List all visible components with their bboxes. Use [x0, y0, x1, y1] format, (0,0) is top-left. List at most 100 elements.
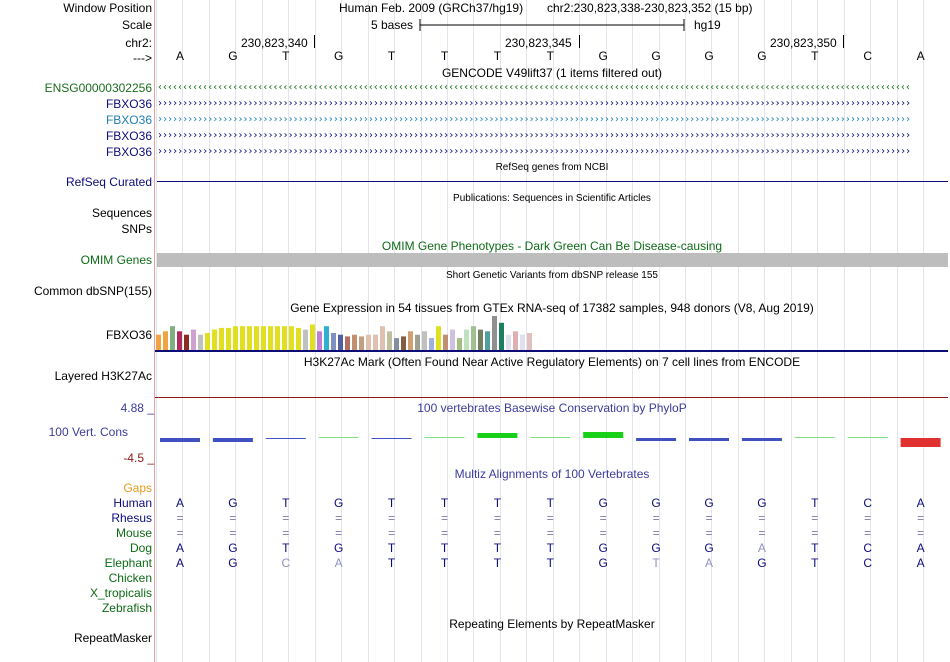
gtex-tissue-bar[interactable] — [352, 334, 357, 350]
gtex-tissue-bar[interactable] — [429, 338, 434, 350]
gtex-tissue-bar[interactable] — [387, 331, 392, 350]
publications-title[interactable]: Publications: Sequences in Scientific Ar… — [453, 193, 651, 204]
multiz-base: A — [704, 556, 713, 570]
cons-label[interactable]: 100 Vert. Cons — [48, 425, 128, 439]
gtex-tissue-bar[interactable] — [303, 329, 308, 350]
omim-gene-bar[interactable] — [157, 253, 948, 267]
gtex-title[interactable]: Gene Expression in 54 tissues from GTEx … — [290, 301, 814, 315]
refseq-label[interactable]: RefSeq Curated — [65, 175, 152, 189]
gtex-tissue-bar[interactable] — [156, 334, 161, 350]
gtex-tissue-bar[interactable] — [443, 334, 448, 350]
gtex-tissue-bar[interactable] — [310, 324, 315, 351]
gtex-tissue-bar[interactable] — [282, 326, 287, 350]
gtex-tissue-bar[interactable] — [457, 338, 462, 350]
cons-graph[interactable] — [155, 415, 950, 465]
gtex-tissue-bar[interactable] — [464, 329, 469, 350]
gtex-tissue-bar[interactable] — [331, 333, 336, 350]
gtex-tissue-bar[interactable] — [212, 329, 217, 350]
cons-title[interactable]: 100 vertebrates Basewise Conservation by… — [417, 401, 687, 415]
multiz-species-label[interactable]: Mouse — [115, 526, 152, 540]
gtex-tissue-bar[interactable] — [401, 336, 406, 350]
gtex-tissue-bar[interactable] — [240, 326, 245, 350]
gencode-transcript-line[interactable]: ››››››››››››››››››››››››››››››››››››››››… — [157, 115, 911, 125]
gtex-tissue-bar[interactable] — [254, 326, 259, 350]
gencode-item-label[interactable]: FBXO36 — [105, 113, 152, 127]
gencode-item-label[interactable]: FBXO36 — [105, 129, 152, 143]
gtex-label[interactable]: FBXO36 — [105, 328, 152, 342]
gencode-transcript-line[interactable]: ››››››››››››››››››››››››››››››››››››››››… — [157, 147, 911, 157]
gtex-tissue-bar[interactable] — [219, 327, 224, 350]
gencode-transcript-line[interactable]: ››››››››››››››››››››››››››››››››››››››››… — [157, 131, 911, 141]
gtex-tissue-bar[interactable] — [163, 331, 168, 350]
gtex-tissue-bar[interactable] — [296, 327, 301, 350]
gtex-tissue-bar[interactable] — [338, 334, 343, 350]
gencode-item-label[interactable]: FBXO36 — [105, 145, 152, 159]
gtex-tissue-bar[interactable] — [233, 326, 238, 350]
gtex-tissue-bar[interactable] — [191, 329, 196, 350]
multiz-species-label[interactable]: Rhesus — [111, 511, 152, 525]
gtex-tissue-bar[interactable] — [394, 338, 399, 350]
multiz-species-label[interactable]: Zebrafish — [101, 601, 152, 615]
gtex-tissue-bar[interactable] — [324, 326, 329, 350]
assembly-title[interactable]: Human Feb. 2009 (GRCh37/hg19) — [339, 1, 524, 15]
gtex-tissue-bar[interactable] — [317, 331, 322, 350]
gtex-tissue-bar[interactable] — [492, 316, 497, 350]
gtex-tissue-bar[interactable] — [527, 333, 532, 350]
repeatmasker-title[interactable]: Repeating Elements by RepeatMasker — [449, 617, 655, 631]
refseq-gene-line[interactable] — [157, 181, 948, 182]
gtex-tissue-bar[interactable] — [506, 334, 511, 350]
multiz-gaps-label[interactable]: Gaps — [123, 481, 152, 495]
gtex-tissue-bar[interactable] — [275, 326, 280, 350]
multiz-species-label[interactable]: Human — [113, 496, 152, 510]
gtex-tissue-bar[interactable] — [366, 334, 371, 350]
multiz-species-label[interactable]: Chicken — [108, 571, 152, 585]
gtex-tissue-bar[interactable] — [268, 326, 273, 350]
gtex-tissue-bar[interactable] — [289, 326, 294, 350]
gtex-tissue-bar[interactable] — [184, 334, 189, 350]
gtex-tissue-bar[interactable] — [513, 331, 518, 350]
gtex-tissue-bar[interactable] — [226, 327, 231, 350]
gencode-item-label[interactable]: ENSG00000302256 — [44, 81, 152, 95]
gtex-tissue-bar[interactable] — [170, 326, 175, 350]
gtex-tissue-bar[interactable] — [471, 326, 476, 350]
h3k27ac-label[interactable]: Layered H3K27Ac — [54, 369, 152, 383]
refseq-title[interactable]: RefSeq genes from NCBI — [495, 162, 609, 173]
gtex-tissue-bar[interactable] — [520, 334, 525, 350]
gtex-tissue-bar[interactable] — [373, 334, 378, 350]
gtex-bar-chart[interactable] — [155, 316, 535, 350]
publications-snps-label[interactable]: SNPs — [121, 222, 152, 236]
gtex-tissue-bar[interactable] — [422, 331, 427, 350]
publications-sequences-label[interactable]: Sequences — [91, 206, 152, 220]
dbsnp-title[interactable]: Short Genetic Variants from dbSNP releas… — [446, 270, 658, 281]
dbsnp-label[interactable]: Common dbSNP(155) — [33, 284, 152, 298]
gtex-tissue-bar[interactable] — [436, 326, 441, 350]
gtex-tissue-bar[interactable] — [478, 329, 483, 350]
gtex-tissue-bar[interactable] — [380, 326, 385, 350]
multiz-species-label[interactable]: Dog — [129, 541, 152, 555]
gencode-transcript-line[interactable]: ‹‹‹‹‹‹‹‹‹‹‹‹‹‹‹‹‹‹‹‹‹‹‹‹‹‹‹‹‹‹‹‹‹‹‹‹‹‹‹‹… — [157, 83, 911, 93]
gtex-tissue-bar[interactable] — [485, 331, 490, 350]
omim-label[interactable]: OMIM Genes — [80, 253, 152, 267]
gtex-tissue-bar[interactable] — [415, 334, 420, 350]
multiz-species-label[interactable]: Elephant — [104, 556, 152, 570]
omim-title[interactable]: OMIM Gene Phenotypes - Dark Green Can Be… — [381, 239, 723, 253]
gtex-tissue-bar[interactable] — [359, 336, 364, 350]
gtex-tissue-bar[interactable] — [499, 322, 504, 350]
repeatmasker-label[interactable]: RepeatMasker — [73, 631, 152, 645]
h3k27ac-title[interactable]: H3K27Ac Mark (Often Found Near Active Re… — [303, 355, 801, 369]
gtex-tissue-bar[interactable] — [408, 331, 413, 350]
gtex-tissue-bar[interactable] — [450, 329, 455, 350]
gtex-tissue-bar[interactable] — [345, 336, 350, 350]
gtex-tissue-bar[interactable] — [205, 333, 210, 350]
gencode-transcript-line[interactable]: ››››››››››››››››››››››››››››››››››››››››… — [157, 99, 911, 109]
gtex-tissue-bar[interactable] — [261, 326, 266, 350]
gencode-item-label[interactable]: FBXO36 — [105, 97, 152, 111]
gtex-tissue-bar[interactable] — [247, 326, 252, 350]
multiz-title[interactable]: Multiz Alignments of 100 Vertebrates — [454, 467, 650, 481]
gencode-title[interactable]: GENCODE V49lift37 (1 items filtered out) — [441, 66, 663, 80]
gtex-tissue-bar[interactable] — [198, 334, 203, 350]
gtex-tissue-bar[interactable] — [177, 331, 182, 350]
position-text[interactable]: chr2:230,823,338-230,823,352 (15 bp) — [547, 1, 753, 15]
multiz-species-label[interactable]: X_tropicalis — [89, 586, 152, 600]
